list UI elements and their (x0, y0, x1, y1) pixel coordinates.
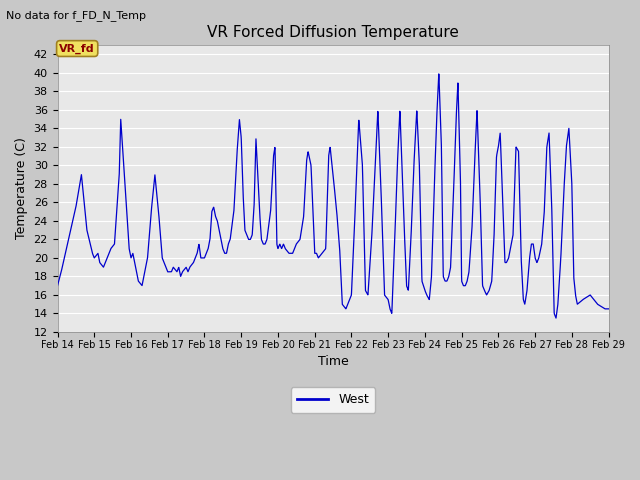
Text: VR_fd: VR_fd (60, 43, 95, 54)
Legend: West: West (291, 387, 375, 413)
X-axis label: Time: Time (317, 355, 348, 368)
Text: No data for f_FD_N_Temp: No data for f_FD_N_Temp (6, 10, 147, 21)
Y-axis label: Temperature (C): Temperature (C) (15, 138, 28, 240)
Title: VR Forced Diffusion Temperature: VR Forced Diffusion Temperature (207, 24, 459, 39)
